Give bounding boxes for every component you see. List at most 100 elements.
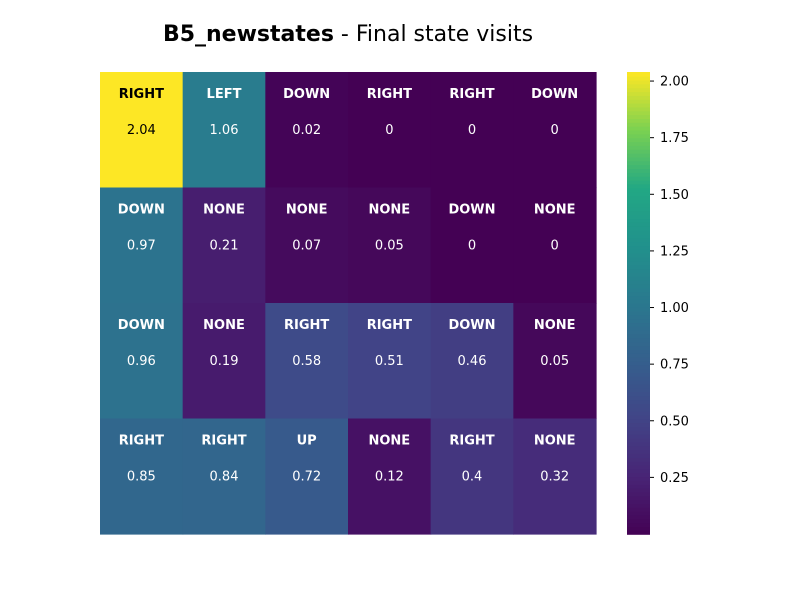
cell-action-label: DOWN [118,318,165,333]
colorbar-segment [627,175,650,181]
cell-action-label: RIGHT [201,434,246,449]
heatmap-cell [513,418,597,535]
cell-action-label: NONE [368,434,410,449]
heatmap-cell [182,187,266,304]
colorbar-segment [627,226,650,231]
colorbar-segment [627,210,650,216]
colorbar-segment [627,91,650,96]
colorbar-segment [627,368,650,374]
colorbar-segment [627,72,650,77]
cell-action-label: UP [297,434,317,449]
cell-value-label: 0.72 [292,470,321,485]
colorbar-segment [627,283,650,289]
colorbar-segment [627,364,650,370]
heatmap-cell [100,72,184,189]
cell-value-label: 1.06 [210,123,239,138]
colorbar-segment [627,499,650,504]
colorbar-segment [627,376,650,381]
colorbar-segment [627,491,650,497]
heatmap-cell [430,72,514,189]
cell-action-label: NONE [203,203,245,218]
cell-action-label: DOWN [448,203,495,218]
heatmap-cell [265,72,349,189]
colorbar-segment [627,156,650,162]
colorbar-segment [627,110,650,116]
colorbar-segment [627,249,650,254]
cell-action-label: RIGHT [119,87,164,102]
colorbar-segment [627,476,650,481]
colorbar-segment [627,268,650,273]
heatmap-cell [100,187,184,304]
cell-value-label: 0 [468,239,476,254]
colorbar-segment [627,279,650,285]
colorbar-segment [627,195,650,200]
colorbar-segment [627,360,650,366]
colorbar-tick-label: 0.50 [660,414,689,429]
colorbar-segment [627,349,650,354]
heatmap-cells: RIGHT 2.04 LEFT 1.06 DOWN 0.02 RIGHT 0 RIGHT 0 DOW… [100,72,597,535]
cell-action-label: RIGHT [449,87,494,102]
colorbar-segment [627,480,650,485]
colorbar-segment [627,295,650,300]
colorbar-segment [627,118,650,123]
colorbar-segment [627,356,650,362]
colorbar-segment [627,457,650,462]
colorbar-segment [627,199,650,204]
colorbar-segment [627,79,650,85]
cell-value-label: 0.05 [540,354,569,369]
colorbar-segment [627,98,650,104]
colorbar-segment [627,522,650,528]
colorbar-segment [627,95,650,100]
colorbar-segment [627,372,650,377]
colorbar-segment [627,145,650,150]
colorbar-segment [627,141,650,146]
cell-value-label: 0.32 [540,470,569,485]
cell-value-label: 0 [551,123,559,138]
colorbar-tick-label: 1.50 [660,188,689,203]
colorbar-segment [627,318,650,324]
colorbar-segment [627,410,650,416]
colorbar-segment [627,218,650,223]
colorbar-segment [627,426,650,431]
colorbar-segment [627,395,650,401]
colorbar-tick-label: 1.00 [660,301,689,316]
colorbar-segment [627,314,650,320]
colorbar-segment [627,168,650,173]
heatmap-cell [430,303,514,420]
cell-action-label: DOWN [531,87,578,102]
cell-value-label: 0 [468,123,476,138]
colorbar-segment [627,433,650,439]
heatmap-cell [265,187,349,304]
heatmap-cell [513,303,597,420]
colorbar-segment [627,418,650,424]
cell-action-label: RIGHT [284,318,329,333]
colorbar-segment [627,507,650,512]
cell-action-label: LEFT [207,87,242,102]
colorbar-segment [627,460,650,466]
cell-value-label: 0.21 [210,239,239,254]
cell-value-label: 0.46 [458,354,487,369]
colorbar-segment [627,518,650,524]
heatmap-cell [348,418,432,535]
colorbar-tick-label: 0.25 [660,471,689,486]
heatmap-cell [348,72,432,189]
colorbar-tick-label: 1.25 [660,244,689,259]
colorbar-segment [627,341,650,347]
colorbar-segment [627,202,650,208]
colorbar-segment [627,237,650,243]
colorbar-segment [627,233,650,239]
cell-action-label: RIGHT [367,318,412,333]
colorbar-segment [627,252,650,258]
cell-action-label: NONE [368,203,410,218]
colorbar-segment [627,87,650,93]
cell-action-label: NONE [286,203,328,218]
heatmap-cell [182,303,266,420]
colorbar-segment [627,222,650,227]
heatmap-cell [348,303,432,420]
heatmap-cell [430,418,514,535]
colorbar-segment [627,468,650,474]
cell-value-label: 0.05 [375,239,404,254]
colorbar-segment [627,391,650,397]
heatmap-cell [348,187,432,304]
